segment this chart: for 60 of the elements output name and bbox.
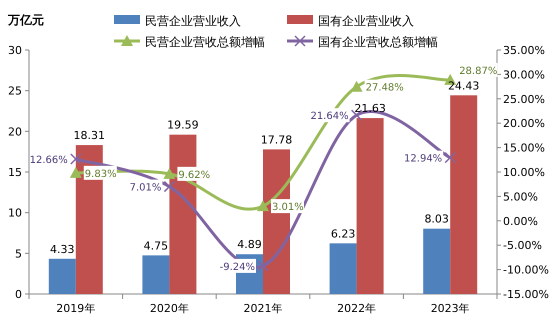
bar (48, 258, 76, 294)
x-tick-label: 2019年 (56, 302, 96, 315)
data-label: 17.78 (260, 133, 292, 146)
bar (450, 95, 478, 294)
data-label: 3.01% (272, 202, 304, 214)
data-label: 28.87% (459, 66, 498, 77)
data-label: 9.62% (178, 170, 210, 181)
data-label: 12.94% (404, 154, 442, 165)
point (70, 166, 82, 178)
point (163, 168, 176, 179)
y2-tick-label: 0.00% (503, 214, 538, 228)
point (70, 153, 82, 165)
y2-tick-label: 35.00% (503, 44, 545, 57)
data-label: 7.01% (130, 182, 162, 194)
y2-tick-label: 15.00% (503, 142, 545, 155)
y-tick-label: 15 (8, 166, 22, 179)
data-label: 24.43 (448, 79, 480, 92)
point (257, 260, 269, 272)
x-tick-label: 2020年 (150, 302, 189, 315)
legend-label: 民营企业营业收入 (145, 14, 241, 28)
data-label: 9.83% (84, 168, 117, 180)
y2-tick-label: -15.00% (503, 288, 549, 301)
bar (330, 243, 357, 294)
data-label: 6.23 (330, 227, 356, 240)
point (257, 200, 269, 212)
legend-label: 国有企业营收总额增幅 (318, 35, 438, 49)
y2-tick-label: -5.00% (503, 239, 542, 252)
x-tick-label: 2022年 (337, 302, 376, 315)
bar (142, 255, 170, 294)
data-label: 21.64% (310, 111, 349, 122)
legend-label: 国有企业营业收入 (318, 14, 414, 28)
data-label: 18.31 (74, 129, 106, 142)
y-tick-label: 5 (15, 247, 22, 260)
y-axis-title: 万亿元 (7, 13, 44, 27)
data-label: 4.33 (50, 242, 75, 256)
y-tick-label: 10 (8, 206, 22, 220)
y-tick-label: 25 (8, 84, 22, 98)
data-label: 8.03 (424, 212, 449, 226)
y-tick-label: 0 (15, 288, 22, 301)
data-label: 12.66% (30, 155, 68, 166)
y2-tick-label: -10.00% (503, 264, 549, 277)
x-tick-label: 2023年 (430, 302, 470, 315)
y2-tick-label: 25.00% (503, 92, 545, 106)
x-tick-label: 2021年 (244, 302, 282, 315)
bar (423, 228, 450, 294)
data-label: -9.24% (220, 262, 255, 273)
y-tick-label: 20 (8, 125, 22, 138)
data-label: 4.75 (144, 239, 168, 252)
y-tick-label: 30 (8, 44, 22, 57)
data-label: 4.89 (237, 238, 262, 252)
point (444, 152, 456, 164)
legend-label: 民营企业营收总额增幅 (145, 35, 265, 49)
bar (356, 118, 384, 294)
y2-tick-label: 10.00% (503, 166, 545, 179)
y2-tick-label: 5.00% (503, 190, 538, 204)
data-label: 19.59 (167, 118, 199, 132)
point (164, 180, 176, 192)
y2-tick-label: 30.00% (503, 68, 545, 82)
data-label: 27.48% (366, 82, 404, 94)
y2-tick-label: 20.00% (503, 117, 545, 130)
